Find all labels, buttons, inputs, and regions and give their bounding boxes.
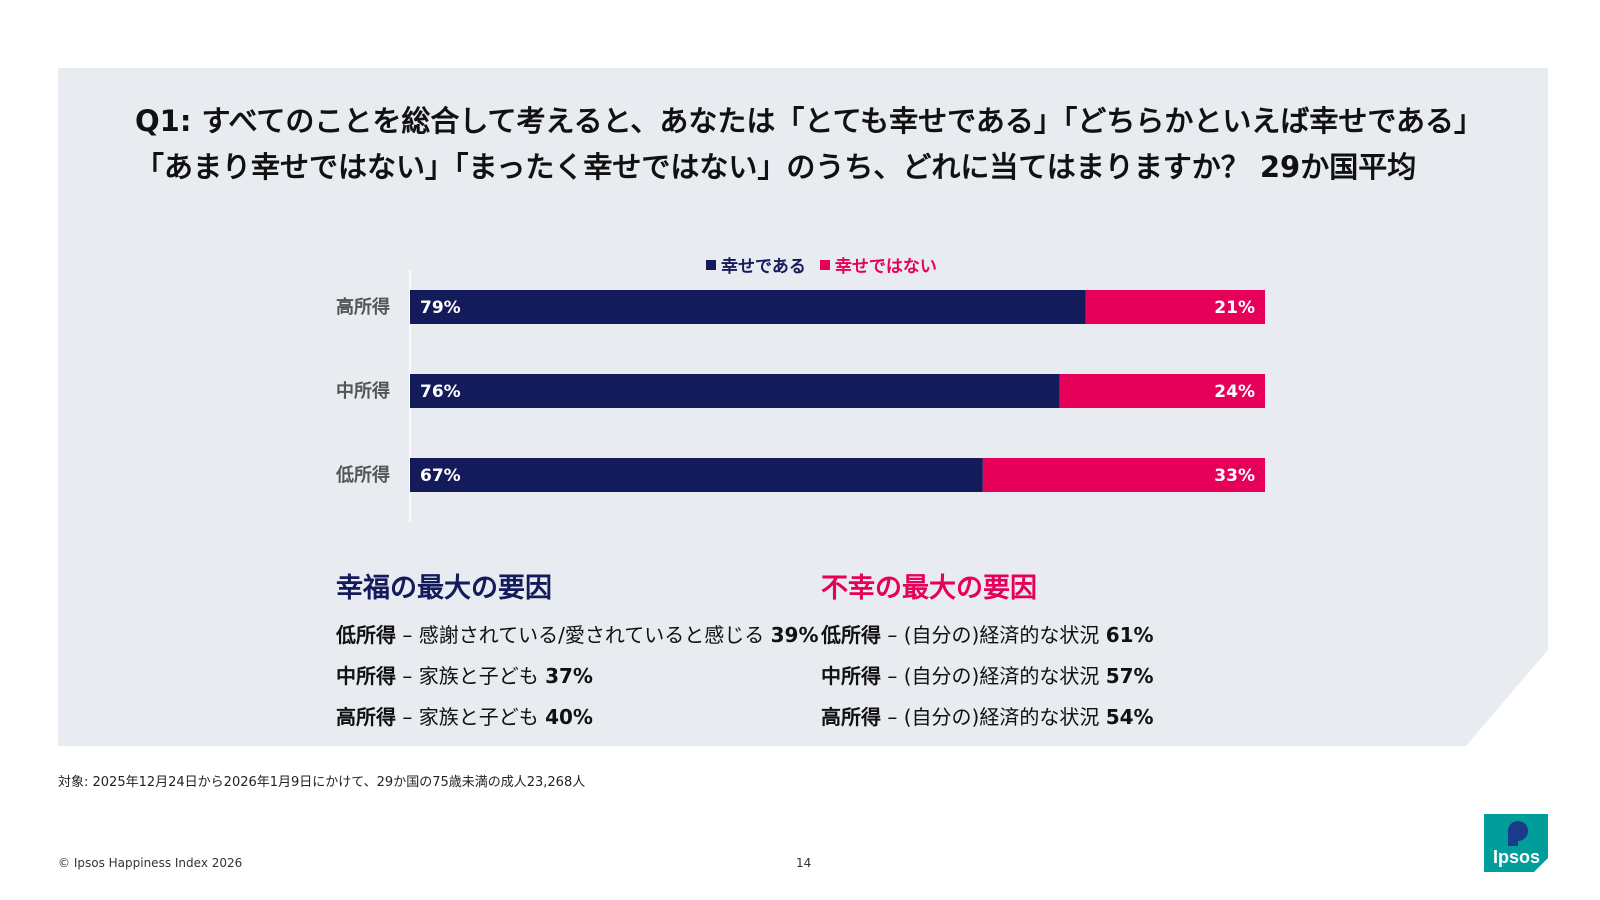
unhappiness-factors-heading: 不幸の最大の要因 [821, 573, 1037, 604]
title-line-1: Q1: すべてのことを総合して考えると、あなたは「とても幸せである」「どちらかと… [135, 104, 1484, 138]
unhappiness-factor-text: (自分の)経済的な状況 [903, 664, 1106, 688]
happiness-factor-text: 家族と子ども [418, 705, 546, 729]
happiness-factor-group: 低所得 [336, 623, 396, 647]
bar-happy [410, 290, 1086, 324]
unhappiness-factor-value: 54% [1105, 705, 1154, 729]
footnote: 対象: 2025年12月24日から2026年1月9日にかけて、29か国の75歳未… [58, 775, 586, 790]
unhappiness-factor-text: (自分の)経済的な状況 [903, 623, 1106, 647]
happiness-factor-separator: – [396, 705, 419, 729]
bar-unhappy [1085, 290, 1265, 324]
data-label-unhappy: 33% [1214, 466, 1255, 486]
legend-swatch-happy [706, 259, 716, 270]
legend-label-happy: 幸せである [721, 257, 806, 277]
unhappiness-factor-group: 高所得 [821, 705, 881, 729]
happiness-factor-value: 39% [770, 623, 819, 647]
unhappiness-factor-group: 中所得 [821, 664, 881, 688]
happiness-factor-group: 高所得 [336, 705, 396, 729]
unhappiness-factor-value: 57% [1105, 664, 1154, 688]
happiness-factor-row: 中所得 – 家族と子ども 37% [336, 656, 819, 697]
happiness-factors: 幸福の最大の要因 低所得 – 感謝されている/愛されていると感じる 39% 中所得… [336, 566, 819, 738]
category-label: 中所得 [336, 380, 390, 402]
legend-label-unhappy: 幸せではない [834, 257, 937, 277]
chart-svg: 高所得 79% 21% 中所得 76% 24% 低所得 67% 33% [335, 270, 1265, 522]
unhappiness-factors-list: 低所得 – (自分の)経済的な状況 61% 中所得 – (自分の)経済的な状況 5… [821, 615, 1154, 738]
happiness-factor-group: 中所得 [336, 664, 396, 688]
ipsos-logo: Ipsos [1484, 814, 1548, 872]
happiness-factors-list: 低所得 – 感謝されている/愛されていると感じる 39% 中所得 – 家族と子ども… [336, 615, 819, 738]
page-title: Q1: すべてのことを総合して考えると、あなたは「とても幸せである」「どちらかと… [135, 98, 1535, 190]
unhappiness-factor-row: 中所得 – (自分の)経済的な状況 57% [821, 656, 1154, 697]
legend-item-unhappy: 幸せではない [819, 252, 937, 277]
legend-item-happy: 幸せである [706, 252, 806, 277]
legend-swatch-unhappy [819, 259, 830, 270]
happiness-factor-text: 家族と子ども [418, 664, 546, 688]
data-label-unhappy: 21% [1214, 298, 1255, 318]
bar-unhappy [1059, 374, 1265, 408]
unhappiness-factor-row: 高所得 – (自分の)経済的な状況 54% [821, 697, 1154, 738]
unhappiness-factor-group: 低所得 [821, 623, 881, 647]
bar-unhappy [982, 458, 1265, 492]
stacked-bar-chart: 高所得 79% 21% 中所得 76% 24% 低所得 67% 33% [300, 270, 1300, 530]
bar-happy [410, 374, 1060, 408]
happiness-factor-row: 低所得 – 感謝されている/愛されていると感じる 39% [336, 615, 819, 656]
happiness-factor-row: 高所得 – 家族と子ども 40% [336, 697, 819, 738]
page-number: 14 [796, 856, 812, 870]
unhappiness-factor-text: (自分の)経済的な状況 [903, 705, 1106, 729]
happiness-factor-separator: – [396, 664, 419, 688]
copyright: © Ipsos Happiness Index 2026 [58, 856, 243, 870]
ipsos-logo-text: Ipsos [1493, 847, 1540, 867]
happiness-factor-separator: – [396, 623, 419, 647]
unhappiness-factor-value: 61% [1105, 623, 1154, 647]
happiness-factor-text: 感謝されている/愛されていると感じる [418, 623, 771, 647]
category-label: 高所得 [336, 296, 390, 318]
data-label-happy: 67% [420, 466, 461, 486]
happiness-factor-value: 37% [545, 664, 593, 688]
category-label: 低所得 [335, 464, 390, 486]
data-label-unhappy: 24% [1214, 382, 1255, 402]
unhappiness-factor-separator: – [881, 705, 904, 729]
unhappiness-factor-row: 低所得 – (自分の)経済的な状況 61% [821, 615, 1154, 656]
title-line-2: 「あまり幸せではない」「まったく幸せではない」のうち、どれに当てはまりますか？ … [135, 150, 1417, 184]
bar-happy [410, 458, 983, 492]
unhappiness-factor-separator: – [881, 623, 904, 647]
data-label-happy: 76% [420, 382, 461, 402]
happiness-factor-value: 40% [545, 705, 593, 729]
unhappiness-factor-separator: – [881, 664, 904, 688]
chart-legend: 幸せである 幸せではない [706, 252, 937, 277]
unhappiness-factors: 不幸の最大の要因 低所得 – (自分の)経済的な状況 61% 中所得 – (自分の… [821, 566, 1154, 738]
data-label-happy: 79% [420, 298, 461, 318]
happiness-factors-heading: 幸福の最大の要因 [336, 573, 552, 604]
